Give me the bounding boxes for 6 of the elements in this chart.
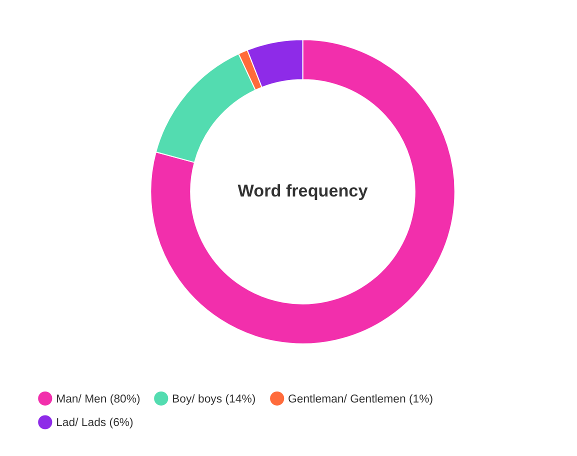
legend-label: Gentleman/ Gentlemen (1%) (288, 393, 434, 406)
legend-label: Man/ Men (80%) (56, 393, 140, 406)
text: Word frequency (238, 181, 368, 200)
legend-label: Boy/ boys (14%) (172, 393, 256, 406)
legend-label: Lad/ Lads (6%) (56, 417, 134, 430)
donut-slice (150, 39, 456, 344)
